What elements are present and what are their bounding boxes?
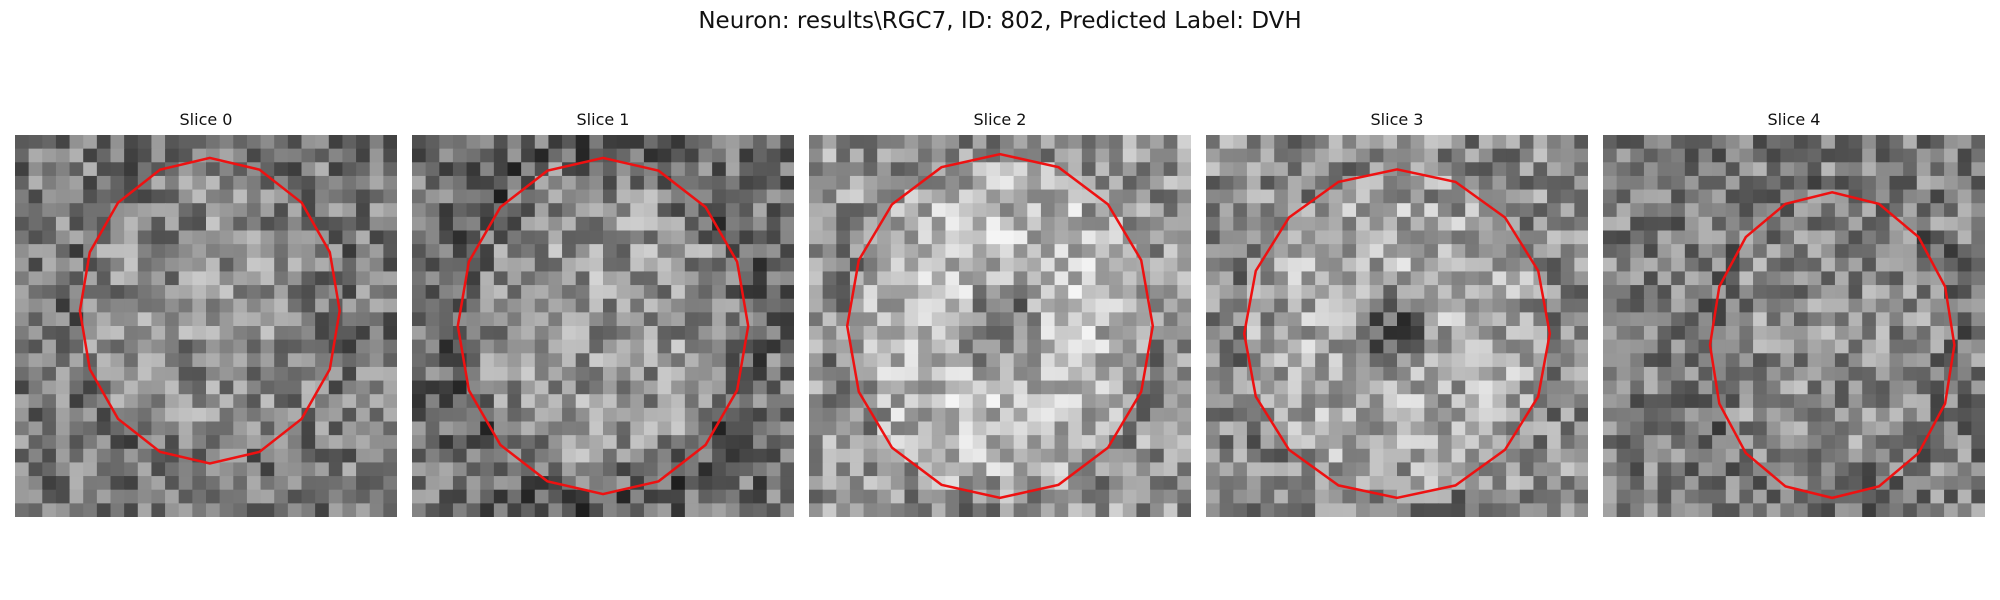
- slice-2-image: [809, 135, 1191, 517]
- slice-3-title: Slice 3: [1370, 110, 1424, 129]
- segmentation-contour: [78, 156, 341, 465]
- pixel-grid: [15, 135, 397, 517]
- slice-1-canvas: [412, 135, 794, 517]
- pixel-grid: [809, 135, 1191, 517]
- slice-0-image: [15, 135, 397, 517]
- segmentation-contour: [845, 152, 1155, 500]
- slice-2-canvas: [809, 135, 1191, 517]
- slice-0-title: Slice 0: [179, 110, 233, 129]
- figure-title: Neuron: results\RGC7, ID: 802, Predicted…: [698, 8, 1302, 34]
- slice-3-canvas: [1206, 135, 1588, 517]
- slice-4-image: [1603, 135, 1985, 517]
- slice-0-canvas: [15, 135, 397, 517]
- segmentation-contour: [1708, 191, 1956, 500]
- slice-3-image: [1206, 135, 1588, 517]
- slice-4-canvas: [1603, 135, 1985, 517]
- slice-4-title: Slice 4: [1767, 110, 1821, 129]
- segmentation-contour: [1242, 168, 1552, 500]
- pixel-grid: [412, 135, 794, 517]
- pixel-grid: [1603, 135, 1985, 517]
- slice-1-image: [412, 135, 794, 517]
- slice-1-title: Slice 1: [576, 110, 630, 129]
- slice-2-title: Slice 2: [973, 110, 1027, 129]
- segmentation-contour: [456, 156, 750, 496]
- pixel-grid: [1206, 135, 1588, 517]
